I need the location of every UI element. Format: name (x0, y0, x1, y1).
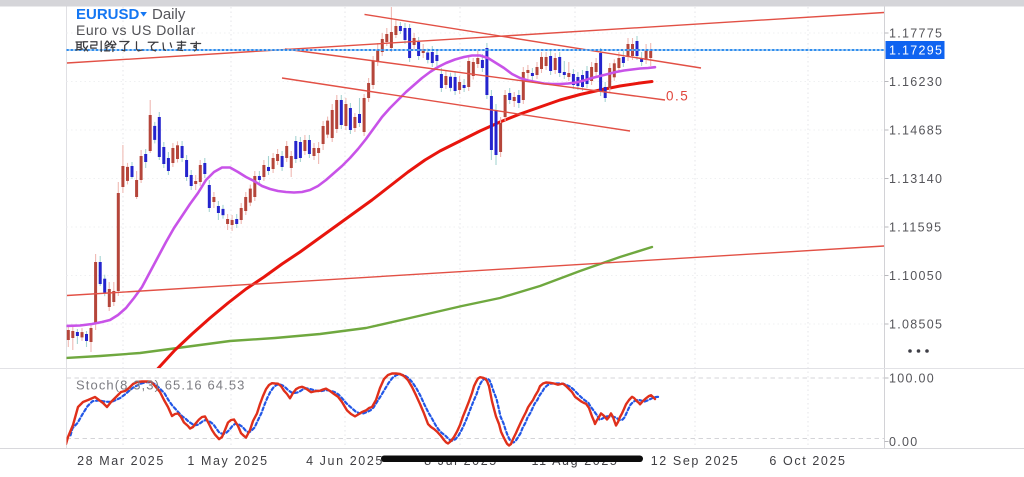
svg-text:1.13140: 1.13140 (889, 172, 943, 186)
svg-text:1.10050: 1.10050 (889, 269, 943, 283)
svg-text:6 Oct 2025: 6 Oct 2025 (769, 454, 846, 468)
svg-text:0.00: 0.00 (889, 435, 919, 449)
svg-text:EURUSD: EURUSD (76, 6, 140, 23)
svg-text:100.00: 100.00 (889, 372, 935, 386)
svg-text:1.16230: 1.16230 (889, 75, 943, 89)
svg-text:28 Mar 2025: 28 Mar 2025 (77, 454, 165, 468)
svg-text:Euro vs US Dollar: Euro vs US Dollar (76, 22, 196, 38)
svg-text:1 May 2025: 1 May 2025 (187, 454, 268, 468)
svg-text:1.17295: 1.17295 (889, 44, 943, 58)
svg-text:0.5: 0.5 (666, 89, 689, 104)
svg-text:1.08505: 1.08505 (889, 317, 943, 331)
svg-text:1.17775: 1.17775 (889, 26, 943, 40)
svg-text:1.11595: 1.11595 (889, 220, 942, 234)
svg-text:Stoch(8,3,3) 65.16 64.53: Stoch(8,3,3) 65.16 64.53 (76, 378, 246, 393)
svg-text:Daily: Daily (152, 6, 186, 23)
svg-text:4 Jun 2025: 4 Jun 2025 (306, 454, 384, 468)
svg-text:1.14685: 1.14685 (889, 123, 943, 137)
svg-text:12 Sep 2025: 12 Sep 2025 (651, 454, 740, 468)
